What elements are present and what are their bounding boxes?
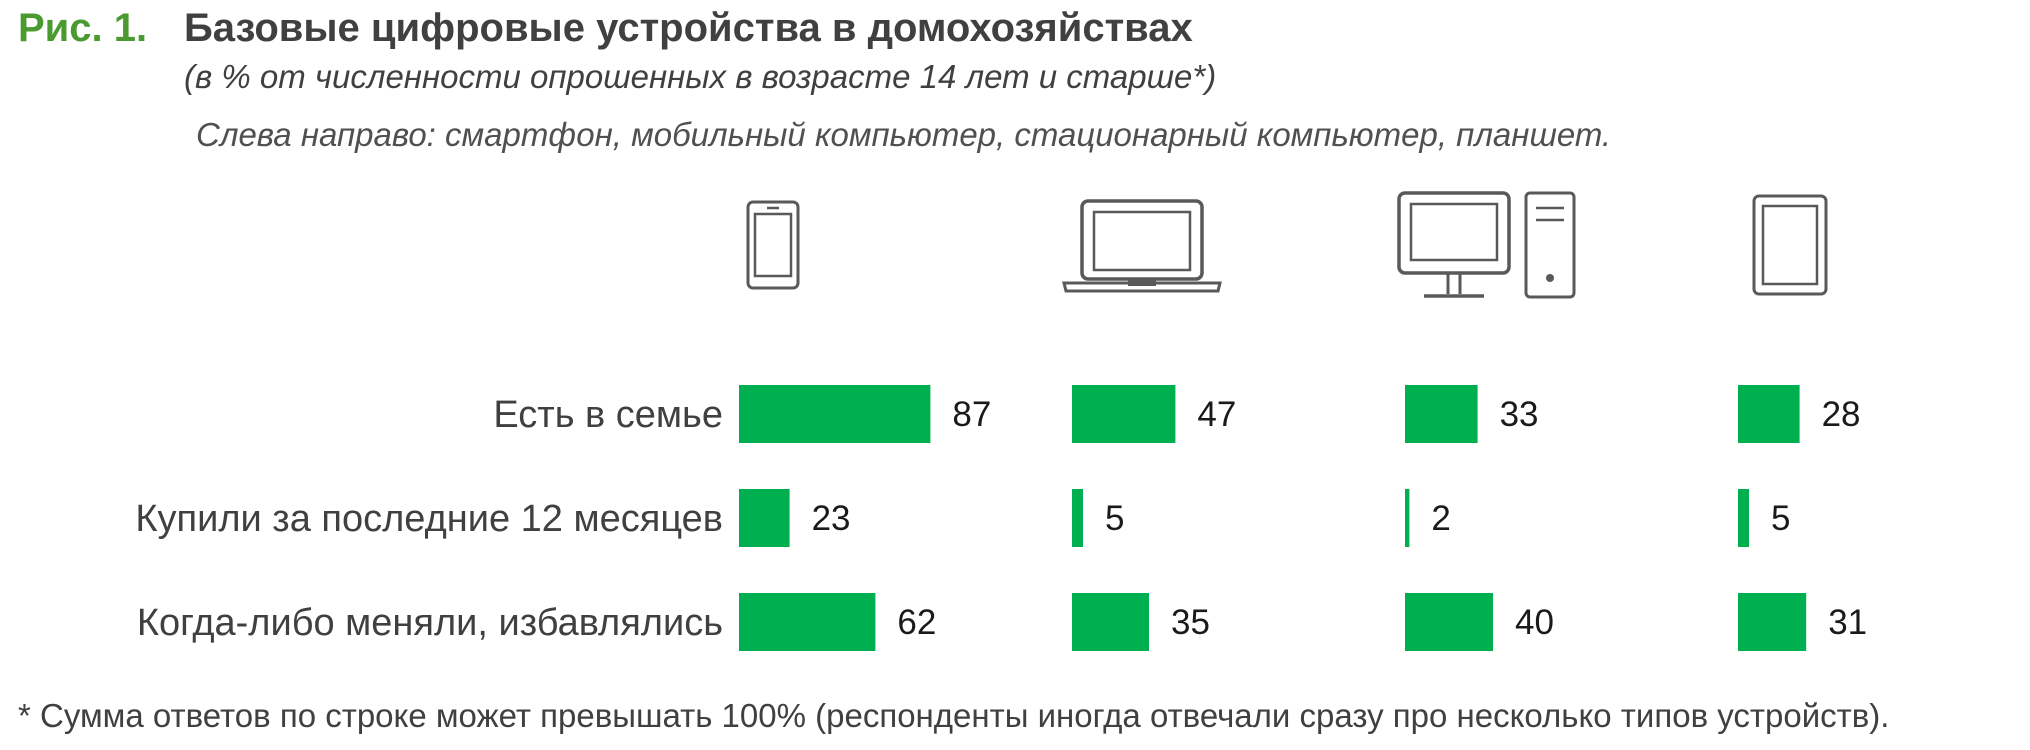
chart-note: Слева направо: смартфон, мобильный компь… [196, 116, 1612, 153]
bar [1405, 593, 1493, 651]
bar [1738, 593, 1807, 651]
smartphone-icon [746, 200, 800, 290]
data-label: 35 [1171, 603, 1210, 642]
data-label: 40 [1515, 603, 1554, 642]
data-label: 5 [1771, 499, 1790, 538]
row-label: Есть в семье [493, 394, 723, 436]
data-label: 47 [1197, 395, 1236, 434]
bar [739, 593, 876, 651]
chart-subtitle: (в % от численности опрошенных в возраст… [184, 58, 1217, 95]
data-label: 2 [1431, 499, 1450, 538]
bar [1072, 489, 1083, 547]
data-label: 23 [812, 499, 851, 538]
desktop-computer-icon [1397, 191, 1576, 299]
data-label: 31 [1828, 603, 1867, 642]
row-label: Купили за последние 12 месяцев [135, 498, 723, 540]
data-label: 62 [897, 603, 936, 642]
tablet-icon [1752, 194, 1828, 296]
bar [1738, 385, 1800, 443]
data-label: 87 [952, 395, 991, 434]
laptop-icon [1062, 199, 1222, 293]
figure-number: Рис. 1. [18, 6, 148, 50]
data-label: 33 [1500, 395, 1539, 434]
bar [1405, 489, 1410, 547]
footnote: * Сумма ответов по строке может превышат… [18, 697, 1890, 734]
chart-title: Базовые цифровые устройства в домохозяйс… [184, 6, 1193, 50]
data-label: 5 [1105, 499, 1124, 538]
bar [1072, 385, 1176, 443]
bar [739, 385, 931, 443]
bar [1738, 489, 1749, 547]
bar [739, 489, 790, 547]
row-label: Когда-либо меняли, избавлялись [137, 602, 723, 644]
data-label: 28 [1822, 395, 1861, 434]
bar [1072, 593, 1149, 651]
bar [1405, 385, 1478, 443]
